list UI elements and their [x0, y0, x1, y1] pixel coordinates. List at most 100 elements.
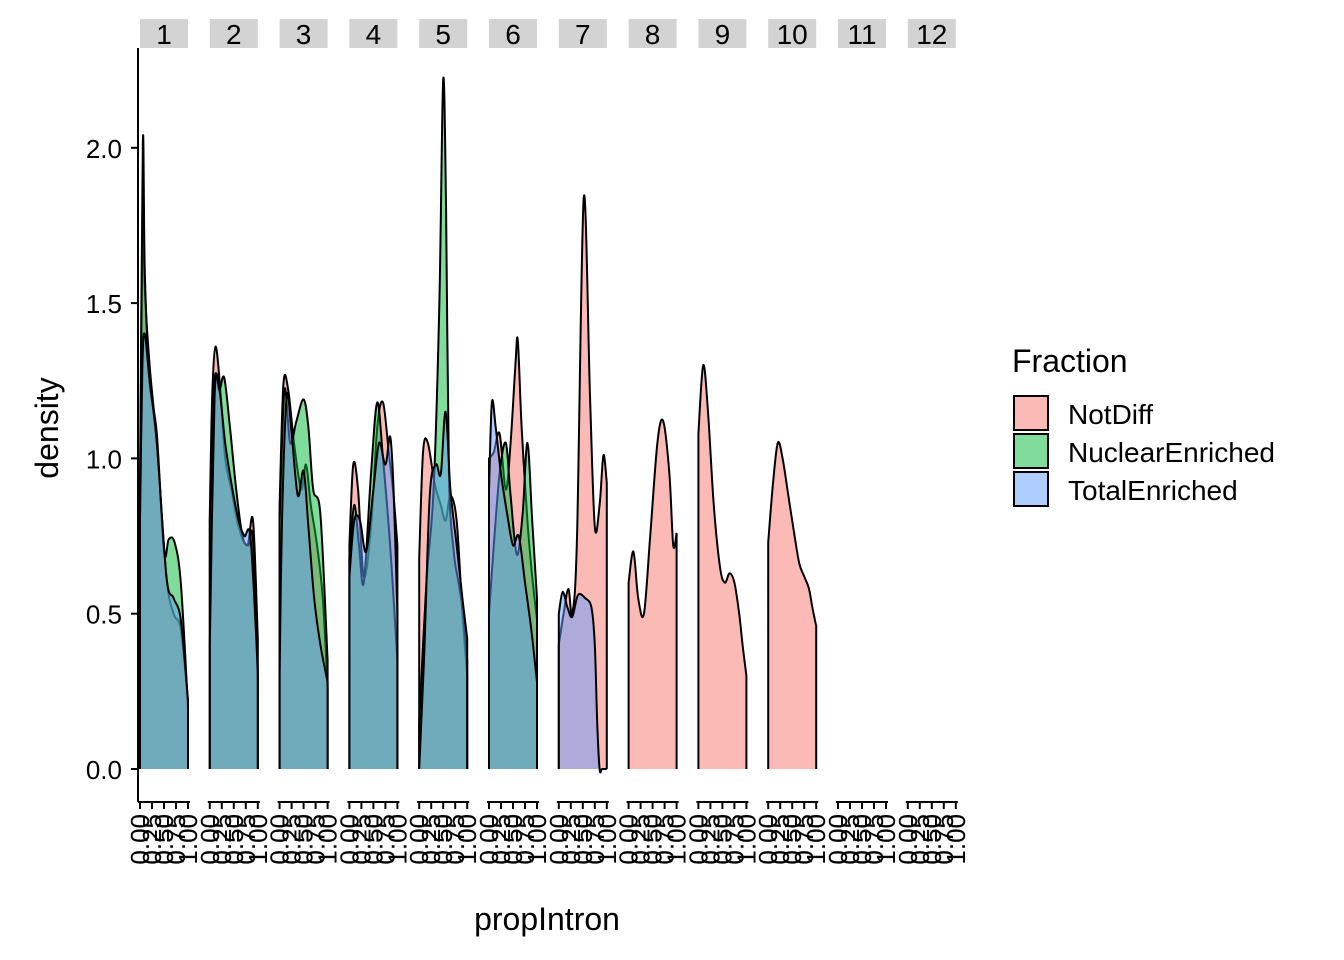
- x-tick-label: 0.00: [125, 814, 155, 865]
- x-tick-label: 0.75: [929, 814, 959, 865]
- x-axis-title: propIntron: [474, 901, 620, 937]
- panel-6: [488, 336, 538, 769]
- x-tick-label: 0.75: [859, 814, 889, 865]
- facet-label: 6: [505, 19, 521, 50]
- facet-label: 1: [156, 19, 172, 50]
- density-outline-NuclearEnriched: [278, 387, 329, 769]
- x-axes: 0.000.250.500.751.000.000.250.500.751.00…: [125, 801, 971, 865]
- facet-strip: [419, 19, 468, 48]
- x-tick-label: 1.00: [522, 814, 552, 865]
- density-area-TotalEnriched: [419, 411, 468, 769]
- y-axis: 0.0 0.5 1.0 1.5 2.0: [86, 48, 139, 802]
- x-tick-label: 1.00: [173, 814, 203, 865]
- panel-2: [208, 345, 259, 769]
- x-tick-label: 0.00: [474, 814, 504, 865]
- x-axis-facet-1: 0.000.250.500.751.00: [125, 801, 203, 865]
- x-tick-label: 0.00: [334, 814, 364, 865]
- x-tick-label: 0.75: [161, 814, 191, 865]
- x-tick-label: 0.50: [149, 814, 179, 865]
- density-outline-NotDiff: [767, 440, 818, 769]
- facet-strip: [907, 19, 956, 48]
- x-tick-label: 0.25: [277, 814, 307, 865]
- x-tick-label: 0.75: [719, 814, 749, 865]
- density-area-NotDiff: [768, 441, 817, 769]
- x-tick-label: 0.75: [231, 814, 261, 865]
- panel-3: [278, 373, 329, 769]
- density-outline-NotDiff: [697, 364, 748, 769]
- x-tick-label: 0.50: [498, 814, 528, 865]
- x-axis-facet-10: 0.000.250.500.751.00: [753, 801, 831, 865]
- panel-8: [627, 418, 678, 769]
- x-tick-label: 0.00: [753, 814, 783, 865]
- x-tick-label: 1.00: [662, 814, 692, 865]
- facet-strips: 1 2 3 4 5 6 7 8 9 10 11 12: [140, 19, 956, 50]
- x-tick-label: 0.50: [219, 814, 249, 865]
- panel-10: [767, 440, 818, 769]
- density-panels: [139, 76, 818, 774]
- y-tick-label: 0.0: [86, 755, 122, 785]
- x-axis-facet-6: 0.000.250.500.751.00: [474, 801, 552, 865]
- x-tick-label: 1.00: [592, 814, 622, 865]
- x-tick-label: 0.25: [835, 814, 865, 865]
- x-tick-label: 0.75: [370, 814, 400, 865]
- x-tick-label: 0.50: [358, 814, 388, 865]
- facet-strip: [349, 19, 398, 48]
- facet-strip: [209, 19, 258, 48]
- density-area-NotDiff: [698, 364, 747, 769]
- facet-strip: [558, 19, 607, 48]
- density-area-TotalEnriched: [279, 392, 328, 769]
- facet-strip: [768, 19, 817, 48]
- density-area-TotalEnriched: [209, 373, 258, 769]
- legend-label: NotDiff: [1068, 399, 1153, 430]
- facet-label: 11: [847, 19, 876, 50]
- density-outline-NotDiff: [557, 194, 608, 769]
- x-tick-label: 0.75: [301, 814, 331, 865]
- panel-7: [557, 194, 608, 774]
- x-tick-label: 0.50: [777, 814, 807, 865]
- x-tick-label: 0.25: [207, 814, 237, 865]
- legend-key-TotalEnriched: [1013, 471, 1049, 507]
- x-tick-label: 0.00: [195, 814, 225, 865]
- density-outline-NotDiff: [627, 418, 678, 769]
- facet-strip: [140, 19, 188, 48]
- density-outline-TotalEnriched: [557, 590, 607, 774]
- density-outline-TotalEnriched: [348, 435, 399, 769]
- x-tick-label: 0.00: [614, 814, 644, 865]
- x-axis-facet-12: 0.000.250.500.751.00: [893, 801, 971, 865]
- density-area-TotalEnriched: [349, 436, 398, 769]
- x-axis-facet-5: 0.000.250.500.751.00: [404, 801, 482, 865]
- x-tick-label: 0.25: [416, 814, 446, 865]
- density-outline-TotalEnriched: [418, 410, 469, 770]
- facet-strip: [838, 19, 886, 48]
- x-axis-facet-7: 0.000.250.500.751.00: [544, 801, 622, 865]
- density-area-TotalEnriched: [489, 399, 537, 769]
- x-tick-label: 0.75: [580, 814, 610, 865]
- x-axis-facet-2: 0.000.250.500.751.00: [195, 801, 273, 865]
- x-tick-label: 0.50: [568, 814, 598, 865]
- x-tick-label: 0.00: [404, 814, 434, 865]
- facet-strip: [279, 19, 328, 48]
- x-tick-label: 0.25: [346, 814, 376, 865]
- x-tick-label: 0.25: [626, 814, 656, 865]
- facet-label: 7: [575, 19, 591, 50]
- panel-4: [348, 400, 399, 769]
- facet-strip: [489, 19, 537, 48]
- x-tick-label: 0.50: [428, 814, 458, 865]
- facet-label: 12: [916, 19, 947, 50]
- facet-strip: [698, 19, 747, 48]
- x-tick-label: 0.00: [265, 814, 295, 865]
- y-tick-label: 1.5: [86, 289, 122, 319]
- y-tick-label: 1.0: [86, 444, 122, 474]
- x-axis-facet-3: 0.000.250.500.751.00: [265, 801, 343, 865]
- x-tick-label: 0.75: [650, 814, 680, 865]
- y-tick-label: 0.5: [86, 600, 122, 630]
- x-tick-label: 1.00: [731, 814, 761, 865]
- x-tick-label: 0.00: [893, 814, 923, 865]
- panel-9: [697, 364, 748, 769]
- x-tick-label: 0.50: [638, 814, 668, 865]
- facet-strip: [628, 19, 677, 48]
- x-axis-facet-9: 0.000.250.500.751.00: [683, 801, 761, 865]
- density-area-TotalEnriched: [558, 591, 607, 773]
- x-tick-label: 0.50: [917, 814, 947, 865]
